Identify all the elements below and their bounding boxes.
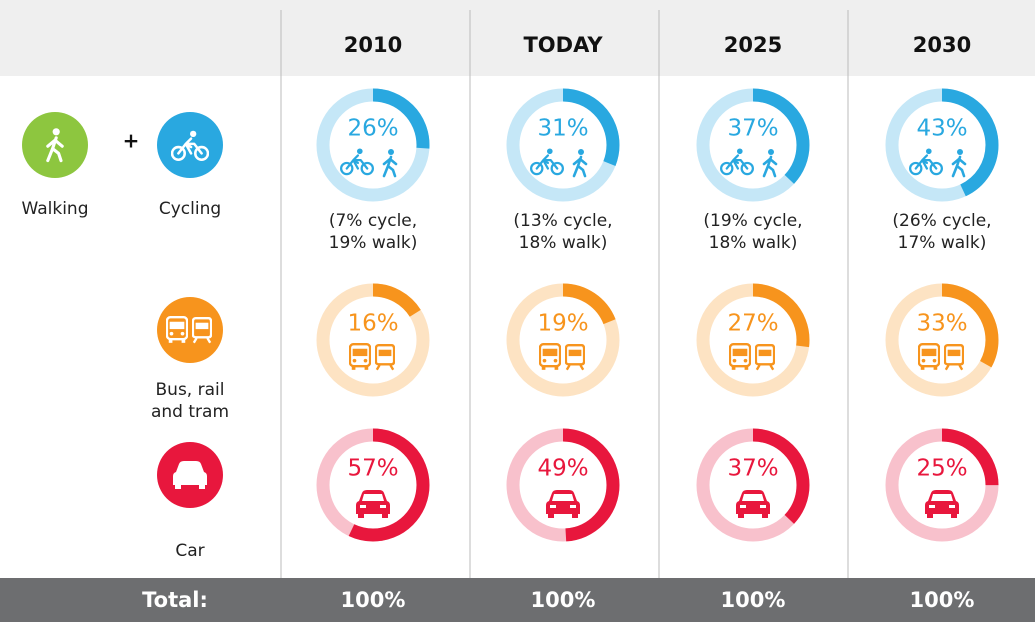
donut-arc bbox=[316, 88, 430, 202]
total-value: 100% bbox=[721, 588, 786, 612]
donut-arc bbox=[885, 428, 999, 542]
donut-arc bbox=[506, 283, 620, 397]
mode-glyph bbox=[340, 148, 374, 176]
total-value: 100% bbox=[531, 588, 596, 612]
column-header: TODAY bbox=[523, 33, 603, 57]
column-header: 2010 bbox=[344, 33, 402, 57]
donut-arc bbox=[696, 283, 810, 397]
transit-icon bbox=[157, 297, 223, 363]
mode-glyph bbox=[755, 343, 775, 371]
total-value: 100% bbox=[341, 588, 406, 612]
mode-label: Cycling bbox=[159, 199, 221, 219]
mode-glyph bbox=[736, 490, 770, 518]
share-label: 33% bbox=[916, 311, 967, 337]
donut-arc bbox=[696, 88, 810, 202]
donut-arc bbox=[316, 283, 430, 397]
donut-arc bbox=[506, 428, 620, 542]
plus-sign: + bbox=[123, 129, 140, 153]
donut-arc bbox=[316, 428, 430, 542]
mode-glyph bbox=[762, 148, 778, 178]
share-label: 16% bbox=[347, 311, 398, 337]
mode-glyph bbox=[729, 343, 751, 371]
mode-label: and tram bbox=[151, 402, 229, 422]
mode-glyph bbox=[382, 148, 398, 178]
mode-glyph bbox=[909, 148, 943, 176]
share-label: 19% bbox=[537, 311, 588, 337]
total-value: 100% bbox=[910, 588, 975, 612]
split-note: (19% cycle, bbox=[703, 211, 802, 231]
mode-glyph bbox=[356, 490, 390, 518]
share-label: 31% bbox=[537, 116, 588, 142]
mode-glyph bbox=[951, 148, 967, 178]
mode-glyph bbox=[925, 490, 959, 518]
share-label: 26% bbox=[347, 116, 398, 142]
mode-glyph bbox=[530, 148, 564, 176]
donut-arc bbox=[506, 88, 620, 202]
donut-arc bbox=[885, 283, 999, 397]
mode-glyph bbox=[546, 490, 580, 518]
share-label: 37% bbox=[727, 116, 778, 142]
share-label: 37% bbox=[727, 456, 778, 482]
share-label: 25% bbox=[916, 456, 967, 482]
donut-arc bbox=[696, 428, 810, 542]
column-dividers bbox=[280, 10, 849, 578]
mode-glyph bbox=[375, 343, 395, 371]
split-note: (26% cycle, bbox=[892, 211, 991, 231]
mode-glyph bbox=[349, 343, 371, 371]
split-note: 17% walk) bbox=[898, 233, 987, 253]
mode-glyph bbox=[720, 148, 754, 176]
split-note: 18% walk) bbox=[519, 233, 608, 253]
split-note: 18% walk) bbox=[709, 233, 798, 253]
share-label: 57% bbox=[347, 456, 398, 482]
split-note: 19% walk) bbox=[329, 233, 418, 253]
column-header: 2025 bbox=[724, 33, 782, 57]
mode-glyph bbox=[565, 343, 585, 371]
total-label: Total: bbox=[142, 588, 208, 612]
donut-arc bbox=[885, 88, 999, 202]
column-header: 2030 bbox=[913, 33, 971, 57]
split-note: (13% cycle, bbox=[513, 211, 612, 231]
share-label: 27% bbox=[727, 311, 778, 337]
share-label: 43% bbox=[916, 116, 967, 142]
mode-glyph bbox=[918, 343, 940, 371]
total-band bbox=[0, 578, 1035, 622]
mode-glyph bbox=[572, 148, 588, 178]
mode-label: Walking bbox=[22, 199, 89, 219]
mode-glyph bbox=[944, 343, 964, 371]
split-note: (7% cycle, bbox=[329, 211, 417, 231]
mode-label: Car bbox=[175, 541, 204, 561]
mode-label: Bus, rail bbox=[156, 380, 225, 400]
mode-glyph bbox=[539, 343, 561, 371]
share-label: 49% bbox=[537, 456, 588, 482]
header-band bbox=[0, 0, 1035, 76]
